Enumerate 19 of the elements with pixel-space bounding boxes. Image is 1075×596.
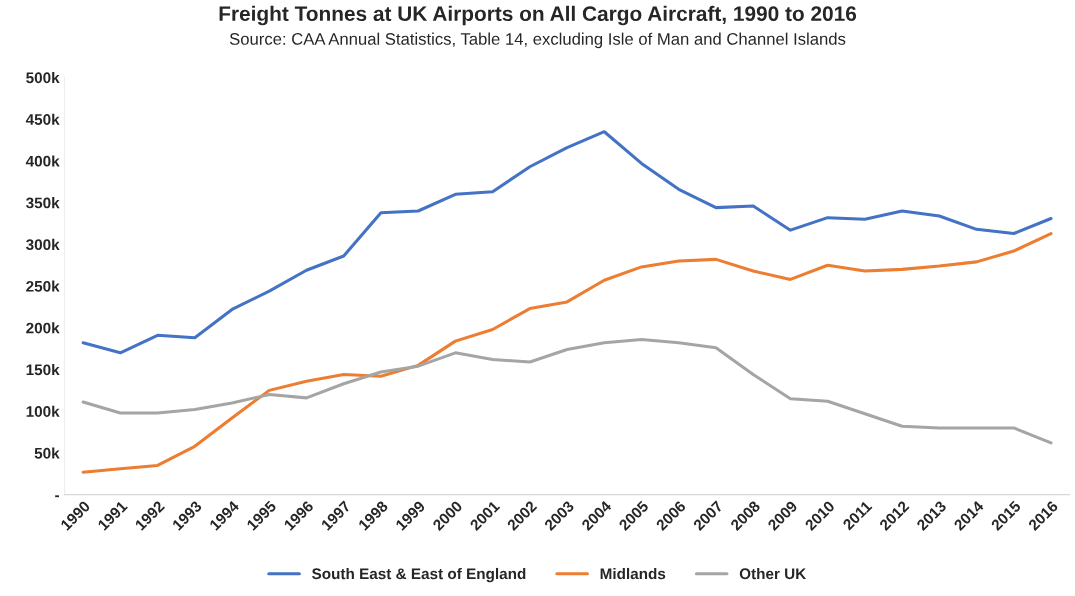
y-tick-label: 100k	[26, 405, 60, 417]
y-tick-label: 50k	[34, 447, 60, 459]
line-series	[81, 231, 1053, 474]
y-tick-label: 250k	[26, 280, 60, 292]
chart-subtitle: Source: CAA Annual Statistics, Table 14, excluding Isle of Man and Channel Islands	[229, 32, 846, 49]
y-tick-label: 500k	[26, 71, 60, 84]
y-tick-label: 300k	[26, 238, 60, 251]
legend-label: Midlands	[600, 567, 666, 580]
y-tick-label: 450k	[25, 113, 60, 125]
y-tick-label: 400k	[25, 155, 60, 167]
y-tick-label: 350k	[26, 197, 60, 209]
chart-title: Freight Tonnes at UK Airports on All Cargo Aircraft, 1990 to 2016	[219, 5, 857, 26]
line-series	[81, 130, 1053, 355]
legend-label: Other UK	[739, 567, 807, 580]
y-tick-label: -	[55, 495, 60, 498]
line-series	[81, 337, 1053, 445]
y-tick-label: 150k	[26, 363, 60, 376]
legend-label: South East & East of England	[312, 567, 526, 583]
y-tick-label: 200k	[26, 322, 60, 334]
